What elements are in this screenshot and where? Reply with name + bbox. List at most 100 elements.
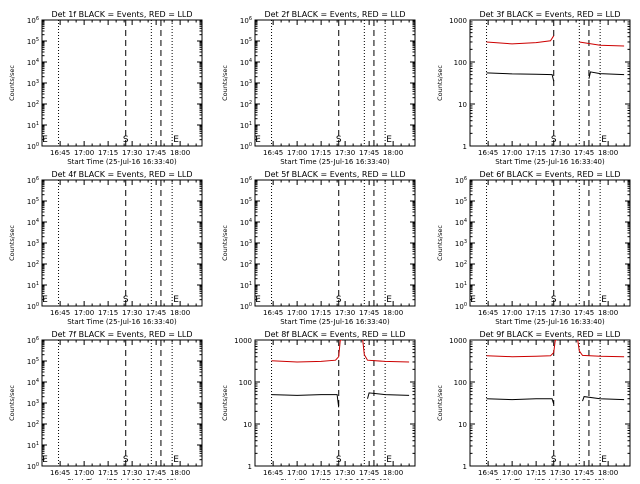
y-tick-label: 102 xyxy=(27,420,39,429)
x-tick-label: 17:00 xyxy=(287,309,307,317)
x-axis-label: Start Time (25-Jul-16 16:33:40) xyxy=(67,158,177,166)
y-tick-label: 102 xyxy=(240,260,252,269)
x-tick-label: 16:45 xyxy=(50,469,70,477)
y-tick-label: 104 xyxy=(455,218,467,227)
y-tick-label: 100 xyxy=(27,302,39,311)
y-tick-label: 102 xyxy=(455,260,467,269)
plot-frame xyxy=(469,179,631,307)
x-tick-label: 17:00 xyxy=(74,309,94,317)
plot-frame xyxy=(41,179,203,307)
x-tick-label: 17:00 xyxy=(502,469,522,477)
x-tick-label: 17:15 xyxy=(98,309,118,317)
x-tick-label: 17:00 xyxy=(502,149,522,157)
panel-title: Det 6f BLACK = Events, RED = LLD xyxy=(479,170,620,179)
y-axis-label: Counts/sec xyxy=(221,225,229,261)
y-tick-label: 105 xyxy=(240,37,252,46)
end-marker-label: E xyxy=(386,135,392,145)
x-tick-label: 17:00 xyxy=(287,149,307,157)
left-edge-end-label: E xyxy=(255,135,261,145)
panel-title: Det 8f BLACK = Events, RED = LLD xyxy=(264,330,405,339)
x-tick-label: 18:00 xyxy=(170,149,190,157)
y-tick-label: 100 xyxy=(454,59,467,67)
y-tick-label: 104 xyxy=(27,218,39,227)
x-tick-label: 18:00 xyxy=(383,469,403,477)
y-tick-label: 103 xyxy=(240,79,252,88)
events-series-line xyxy=(486,398,555,405)
x-tick-label: 16:45 xyxy=(50,309,70,317)
end-marker-label: E xyxy=(386,295,392,305)
x-tick-label: 17:15 xyxy=(311,469,331,477)
x-tick-label: 18:00 xyxy=(170,469,190,477)
left-edge-end-label: E xyxy=(42,135,48,145)
y-axis-label: Counts/sec xyxy=(8,385,16,421)
start-marker-label: S xyxy=(123,455,129,465)
left-edge-end-label: E xyxy=(42,295,48,305)
y-tick-label: 106 xyxy=(455,176,467,185)
y-tick-label: 101 xyxy=(27,441,39,450)
x-tick-label: 17:15 xyxy=(526,469,546,477)
x-tick-label: 17:45 xyxy=(359,469,379,477)
end-marker-label: E xyxy=(601,455,607,465)
panel-title: Det 2f BLACK = Events, RED = LLD xyxy=(264,10,405,19)
start-marker-label: S xyxy=(551,455,557,465)
x-tick-label: 17:15 xyxy=(98,149,118,157)
y-tick-label: 10 xyxy=(458,101,467,109)
x-axis-label: Start Time (25-Jul-16 16:33:40) xyxy=(280,318,390,326)
x-tick-label: 18:00 xyxy=(598,309,618,317)
y-tick-label: 104 xyxy=(240,218,252,227)
x-tick-label: 17:45 xyxy=(574,149,594,157)
panel-title: Det 5f BLACK = Events, RED = LLD xyxy=(264,170,405,179)
y-axis-label: Counts/sec xyxy=(436,65,444,101)
x-tick-label: 17:00 xyxy=(287,469,307,477)
panel-title: Det 4f BLACK = Events, RED = LLD xyxy=(51,170,192,179)
y-axis-label: Counts/sec xyxy=(8,65,16,101)
y-tick-label: 100 xyxy=(239,379,252,387)
x-tick-label: 17:00 xyxy=(74,469,94,477)
y-tick-label: 100 xyxy=(455,302,467,311)
y-tick-label: 1 xyxy=(463,143,467,151)
panel-det-3: Det 3f BLACK = Events, RED = LLD 1 10 100 10… xyxy=(436,10,631,166)
x-tick-label: 17:15 xyxy=(526,149,546,157)
start-marker-label: S xyxy=(336,295,342,305)
y-tick-label: 105 xyxy=(27,357,39,366)
y-axis-label: Counts/sec xyxy=(221,65,229,101)
events-series-line xyxy=(588,71,625,79)
y-tick-label: 105 xyxy=(27,37,39,46)
x-tick-label: 17:45 xyxy=(574,469,594,477)
x-tick-label: 17:30 xyxy=(122,149,142,157)
y-tick-label: 106 xyxy=(27,16,39,25)
y-tick-label: 101 xyxy=(455,281,467,290)
end-marker-label: E xyxy=(173,135,179,145)
y-tick-label: 1000 xyxy=(234,337,252,345)
start-marker-label: S xyxy=(336,455,342,465)
end-marker-label: E xyxy=(386,455,392,465)
panel-det-1: Det 1f BLACK = Events, RED = LLD 100 101 10… xyxy=(8,10,203,166)
y-tick-label: 100 xyxy=(240,142,252,151)
x-tick-label: 17:45 xyxy=(574,309,594,317)
y-tick-label: 105 xyxy=(27,197,39,206)
y-tick-label: 102 xyxy=(27,260,39,269)
x-tick-label: 17:15 xyxy=(526,309,546,317)
plot-frame xyxy=(469,19,631,147)
x-tick-label: 16:45 xyxy=(50,149,70,157)
y-tick-label: 103 xyxy=(240,239,252,248)
events-series-line xyxy=(582,396,625,402)
x-tick-label: 17:30 xyxy=(335,469,355,477)
y-tick-label: 1 xyxy=(248,463,252,471)
lld-series-line xyxy=(577,340,625,358)
x-tick-label: 17:30 xyxy=(550,149,570,157)
y-tick-label: 101 xyxy=(27,281,39,290)
plot-frame xyxy=(41,19,203,147)
x-tick-label: 18:00 xyxy=(598,149,618,157)
left-edge-end-label: E xyxy=(42,455,48,465)
start-marker-label: S xyxy=(123,295,129,305)
x-tick-label: 16:45 xyxy=(263,149,283,157)
y-tick-label: 102 xyxy=(240,100,252,109)
panel-det-6: Det 6f BLACK = Events, RED = LLD 100 101 10… xyxy=(436,170,631,326)
x-tick-label: 16:45 xyxy=(478,149,498,157)
y-tick-label: 10 xyxy=(243,421,252,429)
panel-det-4: Det 4f BLACK = Events, RED = LLD 100 101 10… xyxy=(8,170,203,326)
y-tick-label: 106 xyxy=(27,176,39,185)
x-tick-label: 17:15 xyxy=(98,469,118,477)
